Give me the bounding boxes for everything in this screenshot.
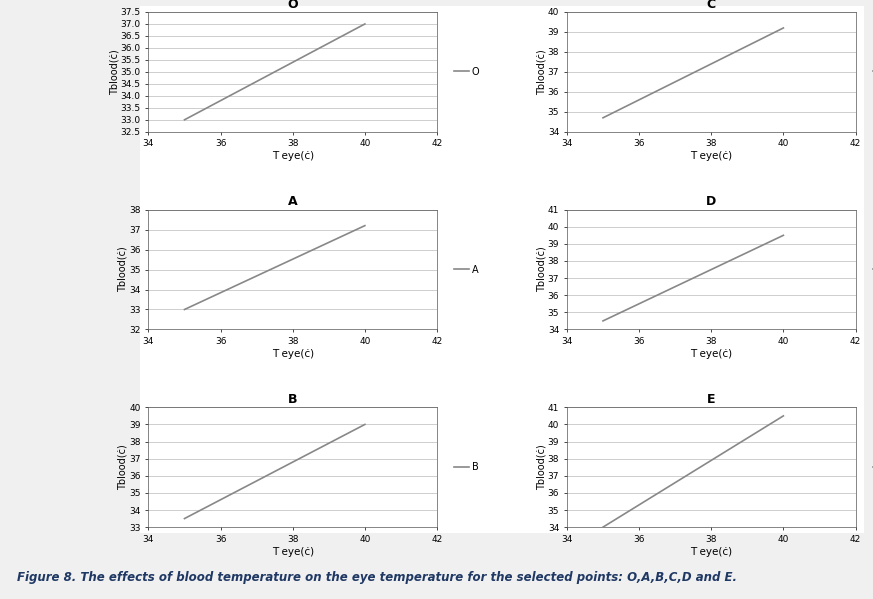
Y-axis label: Tblood(ċ): Tblood(ċ) bbox=[118, 247, 127, 292]
Legend: D: D bbox=[869, 261, 873, 279]
Title: D: D bbox=[706, 195, 717, 208]
O bbox=[360, 20, 370, 28]
D bbox=[598, 317, 608, 325]
Legend: O: O bbox=[450, 63, 484, 81]
Legend: E: E bbox=[869, 458, 873, 476]
Line: C: C bbox=[603, 28, 783, 118]
O bbox=[179, 116, 189, 123]
X-axis label: T eye(ċ): T eye(ċ) bbox=[691, 151, 732, 161]
Title: A: A bbox=[288, 195, 298, 208]
Title: O: O bbox=[287, 0, 298, 11]
Title: E: E bbox=[707, 393, 716, 406]
Text: Figure 8. The effects of blood temperature on the eye temperature for the select: Figure 8. The effects of blood temperatu… bbox=[17, 571, 738, 584]
Line: B: B bbox=[184, 425, 365, 519]
X-axis label: T eye(ċ): T eye(ċ) bbox=[691, 349, 732, 359]
Line: O: O bbox=[184, 24, 365, 120]
A bbox=[360, 222, 370, 229]
B bbox=[179, 515, 189, 522]
C bbox=[778, 25, 788, 32]
B bbox=[360, 421, 370, 428]
A bbox=[179, 306, 189, 313]
Line: A: A bbox=[184, 226, 365, 310]
Line: D: D bbox=[603, 235, 783, 321]
X-axis label: T eye(ċ): T eye(ċ) bbox=[691, 546, 732, 556]
Legend: A: A bbox=[450, 261, 483, 279]
Title: B: B bbox=[288, 393, 298, 406]
Legend: B: B bbox=[450, 458, 483, 476]
Y-axis label: Tblood(ċ): Tblood(ċ) bbox=[118, 444, 127, 490]
Y-axis label: Tblood(ċ): Tblood(ċ) bbox=[109, 49, 120, 95]
Y-axis label: Tblood(ċ): Tblood(ċ) bbox=[536, 444, 546, 490]
Title: C: C bbox=[706, 0, 716, 11]
X-axis label: T eye(ċ): T eye(ċ) bbox=[272, 546, 313, 556]
Y-axis label: Tblood(ċ): Tblood(ċ) bbox=[536, 247, 546, 292]
C bbox=[598, 114, 608, 122]
Legend: C: C bbox=[869, 63, 873, 81]
X-axis label: T eye(ċ): T eye(ċ) bbox=[272, 151, 313, 161]
X-axis label: T eye(ċ): T eye(ċ) bbox=[272, 349, 313, 359]
Y-axis label: Tblood(ċ): Tblood(ċ) bbox=[536, 49, 546, 95]
D bbox=[778, 232, 788, 239]
